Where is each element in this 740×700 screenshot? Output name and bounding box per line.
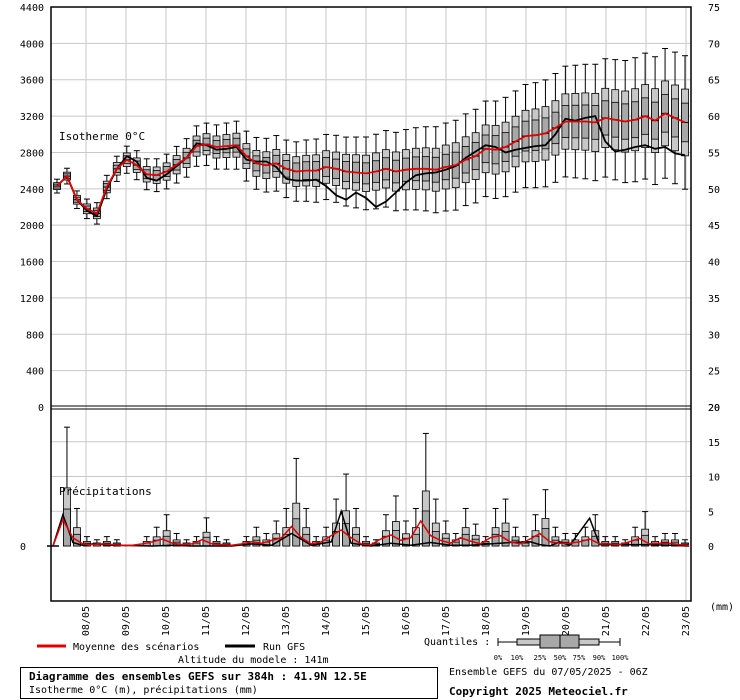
x-tick-label: 11/05 <box>201 606 212 636</box>
y-tick-left: 2400 <box>20 185 44 196</box>
precip-tick-right: 5 <box>708 507 714 518</box>
x-tick-label: 14/05 <box>321 606 332 636</box>
quantile-step-label: 25% <box>534 654 547 662</box>
quantile-step-label: 0% <box>494 654 503 662</box>
x-tick-label: 16/05 <box>401 606 412 636</box>
precip-box-inner <box>411 533 420 547</box>
x-tick-label: 09/05 <box>121 606 132 636</box>
precip-box-inner <box>401 537 410 547</box>
chart-info-box: Diagramme des ensembles GEFS sur 384h : … <box>20 667 438 699</box>
precip-panel-label: Précipitations <box>59 485 152 498</box>
x-tick-label: 08/05 <box>81 606 92 636</box>
x-tick-label: 15/05 <box>361 606 372 636</box>
y-tick-right: 40 <box>708 258 720 269</box>
y-tick-left: 1600 <box>20 258 44 269</box>
y-tick-right: 35 <box>708 294 720 305</box>
precip-box-inner <box>641 534 650 547</box>
quantiles-label: Quantiles : <box>424 637 490 648</box>
precip-box-inner <box>342 523 350 547</box>
y-tick-right: 65 <box>708 76 720 87</box>
x-tick-label: 20/05 <box>561 606 572 636</box>
y-tick-left: 400 <box>26 367 44 378</box>
x-tick-label: 21/05 <box>601 606 612 636</box>
chart-subtitle: Isotherme 0°C (m), précipitations (mm) <box>29 685 258 696</box>
precip-tick-right: 10 <box>708 473 720 484</box>
quantile-step-label: 90% <box>593 654 606 662</box>
precip-tick-left: 0 <box>20 542 26 553</box>
gridlines <box>51 6 691 601</box>
legend-gfs-label: Run GFS <box>263 642 305 653</box>
run-label: Ensemble GEFS du 07/05/2025 - 06Z <box>449 667 648 678</box>
precip-boxplots <box>63 426 689 547</box>
copyright-label: Copyright 2025 Meteociel.fr <box>449 685 628 698</box>
y-tick-right: 75 <box>708 3 720 14</box>
y-tick-right: 60 <box>708 112 720 123</box>
y-tick-left: 4000 <box>20 39 44 50</box>
quantile-step-labels: 0% 10% 25% 50% 75% 90% 100% <box>494 654 629 662</box>
isotherm-mean-line <box>56 112 686 215</box>
quantile-step-label: 100% <box>612 654 630 662</box>
precip-mean-line <box>52 517 690 547</box>
y-tick-right: 50 <box>708 185 720 196</box>
x-tick-label: 10/05 <box>161 606 172 636</box>
legend-mean-label: Moyenne des scénarios <box>73 641 199 653</box>
y-tick-left: 4400 <box>20 3 44 14</box>
plot-frame <box>50 6 692 602</box>
precip-box-inner <box>282 533 291 547</box>
precip-box-inner <box>661 541 669 547</box>
series-lines <box>47 112 690 547</box>
quantile-step-label: 10% <box>511 654 524 662</box>
precip-tick-right: 20 <box>708 403 720 414</box>
chart-title: Diagramme des ensembles GEFS sur 384h : … <box>29 670 367 683</box>
isotherm-gfs-line <box>56 115 686 218</box>
precip-box-inner <box>491 533 500 547</box>
y-tick-left: 2000 <box>20 221 44 232</box>
x-tick-label: 23/05 <box>681 606 692 636</box>
quantile-step-label: 50% <box>554 654 567 662</box>
quantile-legend-box <box>497 634 621 649</box>
x-tick-label: 13/05 <box>281 606 292 636</box>
precip-unit-label: (mm) <box>710 602 734 613</box>
y-tick-left: 0 <box>38 403 44 414</box>
isotherm-boxplots <box>53 48 689 225</box>
y-tick-right: 25 <box>708 367 720 378</box>
y-tick-left: 1200 <box>20 294 44 305</box>
x-tick-label: 22/05 <box>641 606 652 636</box>
precip-box-inner <box>521 542 530 547</box>
y-tick-left: 800 <box>26 330 44 341</box>
y-tick-right: 20 <box>708 403 720 414</box>
y-tick-right: 30 <box>708 330 720 341</box>
altitude-label: Altitude du modele : 141m <box>178 655 329 666</box>
y-tick-left: 3600 <box>20 76 44 87</box>
quantile-step-label: 75% <box>573 654 586 662</box>
x-tick-label: 18/05 <box>481 606 492 636</box>
y-tick-right: 45 <box>708 221 720 232</box>
x-tick-label: 17/05 <box>441 606 452 636</box>
precip-tick-right: 15 <box>708 438 720 449</box>
y-tick-right: 70 <box>708 39 720 50</box>
plot-border <box>50 6 692 602</box>
precip-tick-right: 0 <box>708 542 714 553</box>
y-tick-left: 3200 <box>20 112 44 123</box>
x-tick-label: 12/05 <box>241 606 252 636</box>
y-tick-left: 2800 <box>20 148 44 159</box>
isotherm-panel-label: Isotherme 0°C <box>59 130 145 143</box>
x-tick-label: 19/05 <box>521 606 532 636</box>
y-tick-right: 55 <box>708 148 720 159</box>
